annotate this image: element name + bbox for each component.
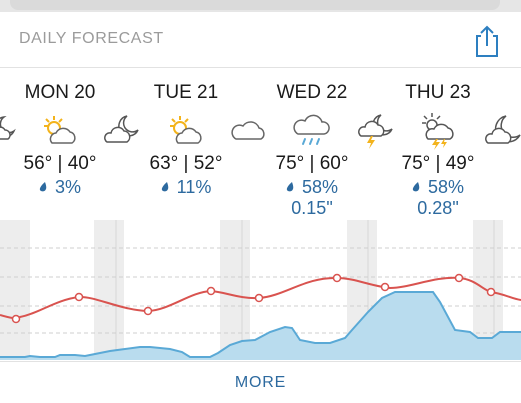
temperature-point <box>380 282 390 292</box>
crescent-moon-icon <box>485 115 521 144</box>
more-button[interactable]: MORE <box>234 374 287 391</box>
thunderstorm-sun-icon <box>422 113 454 150</box>
top-bar-tab <box>10 0 500 10</box>
precip-amount: 0.28" <box>417 198 459 218</box>
thunderstorm-night-icon <box>358 114 393 149</box>
precip-chance: 58% <box>242 177 382 198</box>
forecast-graph <box>0 220 521 360</box>
precip-chance-value: 3% <box>54 177 81 197</box>
day-label: THU 23 <box>405 82 471 103</box>
precip-chance-value: 11% <box>176 177 212 197</box>
forecast-strip: MON 20 56° | 40° 3% TUE 21 63° | 52° 11%… <box>0 68 521 220</box>
temperature-point <box>332 273 342 283</box>
precip-line <box>0 291 521 358</box>
day-label: WED 22 <box>276 82 348 103</box>
day-label: MON 20 <box>24 82 96 103</box>
temperature-point <box>11 314 21 324</box>
temperature-range: 63° | 52° <box>149 153 223 174</box>
cloud-icon <box>231 121 265 140</box>
precip-chance: 11% <box>116 177 256 198</box>
precip-amount: 0.15" <box>291 198 333 218</box>
partly-sunny-icon <box>44 116 76 144</box>
forecast-header: DAILY FORECAST <box>0 12 521 68</box>
top-bar <box>0 0 521 12</box>
temperature-point <box>486 287 496 297</box>
partly-cloudy-night-icon <box>0 116 16 140</box>
precip-chance-value: 58% <box>301 177 339 197</box>
raindrop-icon <box>412 182 420 192</box>
temperature-range: 56° | 40° <box>23 153 97 174</box>
raindrop-icon <box>39 182 47 192</box>
temperature-point <box>454 273 464 283</box>
precip-chance: 3% <box>0 177 130 198</box>
precip-chance: 58% <box>368 177 508 198</box>
precip-chance-value: 58% <box>427 177 465 197</box>
header-title: DAILY FORECAST <box>19 30 164 47</box>
night-band <box>0 220 30 360</box>
temperature-point <box>143 306 153 316</box>
temperature-point <box>74 292 84 302</box>
night-band <box>94 220 124 360</box>
night-band <box>220 220 250 360</box>
temperature-range: 75° | 49° <box>401 153 475 174</box>
share-button[interactable] <box>472 24 502 58</box>
day-label: TUE 21 <box>153 82 219 103</box>
raindrop-icon <box>286 182 294 192</box>
rain-cloud-icon <box>293 114 330 145</box>
temperature-point <box>206 286 216 296</box>
raindrop-icon <box>161 182 168 192</box>
footer: MORE <box>0 361 521 401</box>
partly-sunny-icon <box>170 116 202 144</box>
share-icon <box>476 25 498 57</box>
temperature-point <box>254 293 264 303</box>
partly-cloudy-night-icon <box>104 115 139 143</box>
temperature-range: 75° | 60° <box>275 153 349 174</box>
precip-area <box>0 292 521 360</box>
